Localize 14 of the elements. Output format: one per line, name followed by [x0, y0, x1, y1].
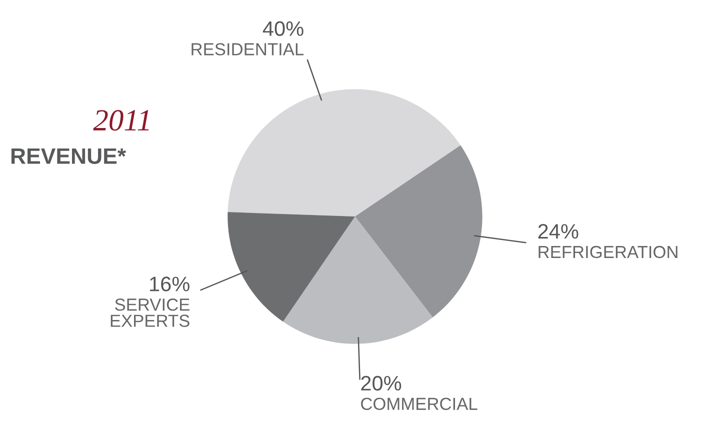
text: 2011: [93, 110, 149, 131]
pie-slice: [228, 212, 355, 322]
slice-label: RESIDENTIAL: [192, 43, 304, 56]
data-label: 16%: [150, 276, 190, 292]
pie-slice: [228, 89, 461, 216]
data-label: 20%: [361, 376, 402, 391]
data-label: 24%: [538, 224, 578, 239]
slice-label: COMMERCIAL: [361, 398, 478, 410]
text: REVENUE*: [11, 148, 126, 164]
pie-slice: [355, 145, 482, 318]
slice-label: SERVICE EXPERTS: [110, 298, 190, 327]
data-label: 40%: [262, 21, 304, 36]
pie-slice: [283, 216, 433, 344]
slice-label: REFRIGERATION: [538, 246, 678, 258]
